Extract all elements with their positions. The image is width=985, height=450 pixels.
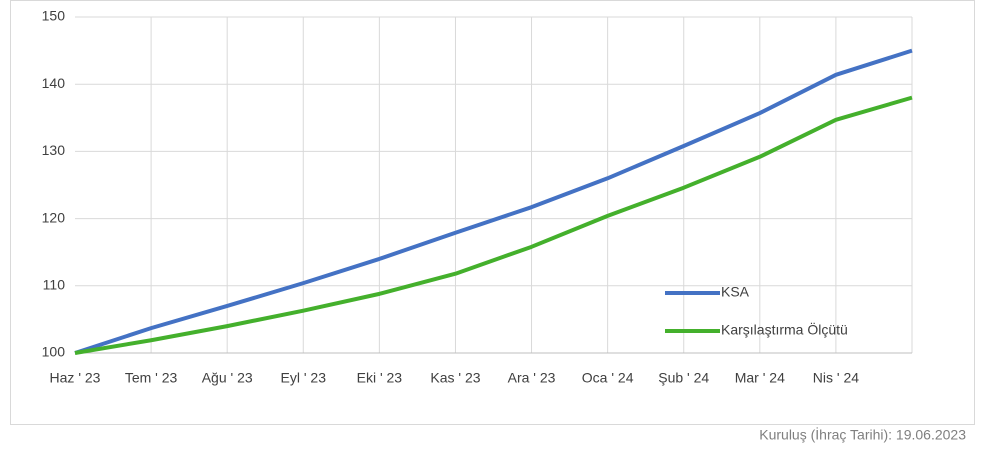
x-tick-label: Eki ' 23 — [357, 370, 403, 386]
x-tick-label: Oca ' 24 — [582, 370, 634, 386]
legend-label: KSA — [721, 284, 750, 300]
x-tick-label: Nis ' 24 — [813, 370, 859, 386]
y-tick-label: 150 — [42, 8, 66, 24]
y-tick-label: 120 — [42, 209, 66, 225]
x-tick-label: Haz ' 23 — [50, 370, 101, 386]
x-tick-label: Şub ' 24 — [658, 370, 709, 386]
y-tick-label: 100 — [42, 344, 66, 360]
y-tick-label: 130 — [42, 142, 66, 158]
x-tick-label: Eyl ' 23 — [281, 370, 327, 386]
chart-frame — [10, 0, 975, 425]
x-tick-label: Tem ' 23 — [125, 370, 178, 386]
x-tick-label: Ara ' 23 — [508, 370, 556, 386]
x-tick-label: Kas ' 23 — [430, 370, 480, 386]
x-tick-label: Ağu ' 23 — [202, 370, 253, 386]
y-tick-label: 140 — [42, 75, 66, 91]
legend-label: Karşılaştırma Ölçütü — [721, 321, 848, 338]
footnote: Kuruluş (İhraç Tarihi): 19.06.2023 — [759, 426, 966, 443]
series-line — [74, 48, 913, 355]
series-line — [74, 95, 913, 355]
x-tick-label: Mar ' 24 — [735, 370, 785, 386]
y-tick-label: 110 — [43, 277, 66, 293]
